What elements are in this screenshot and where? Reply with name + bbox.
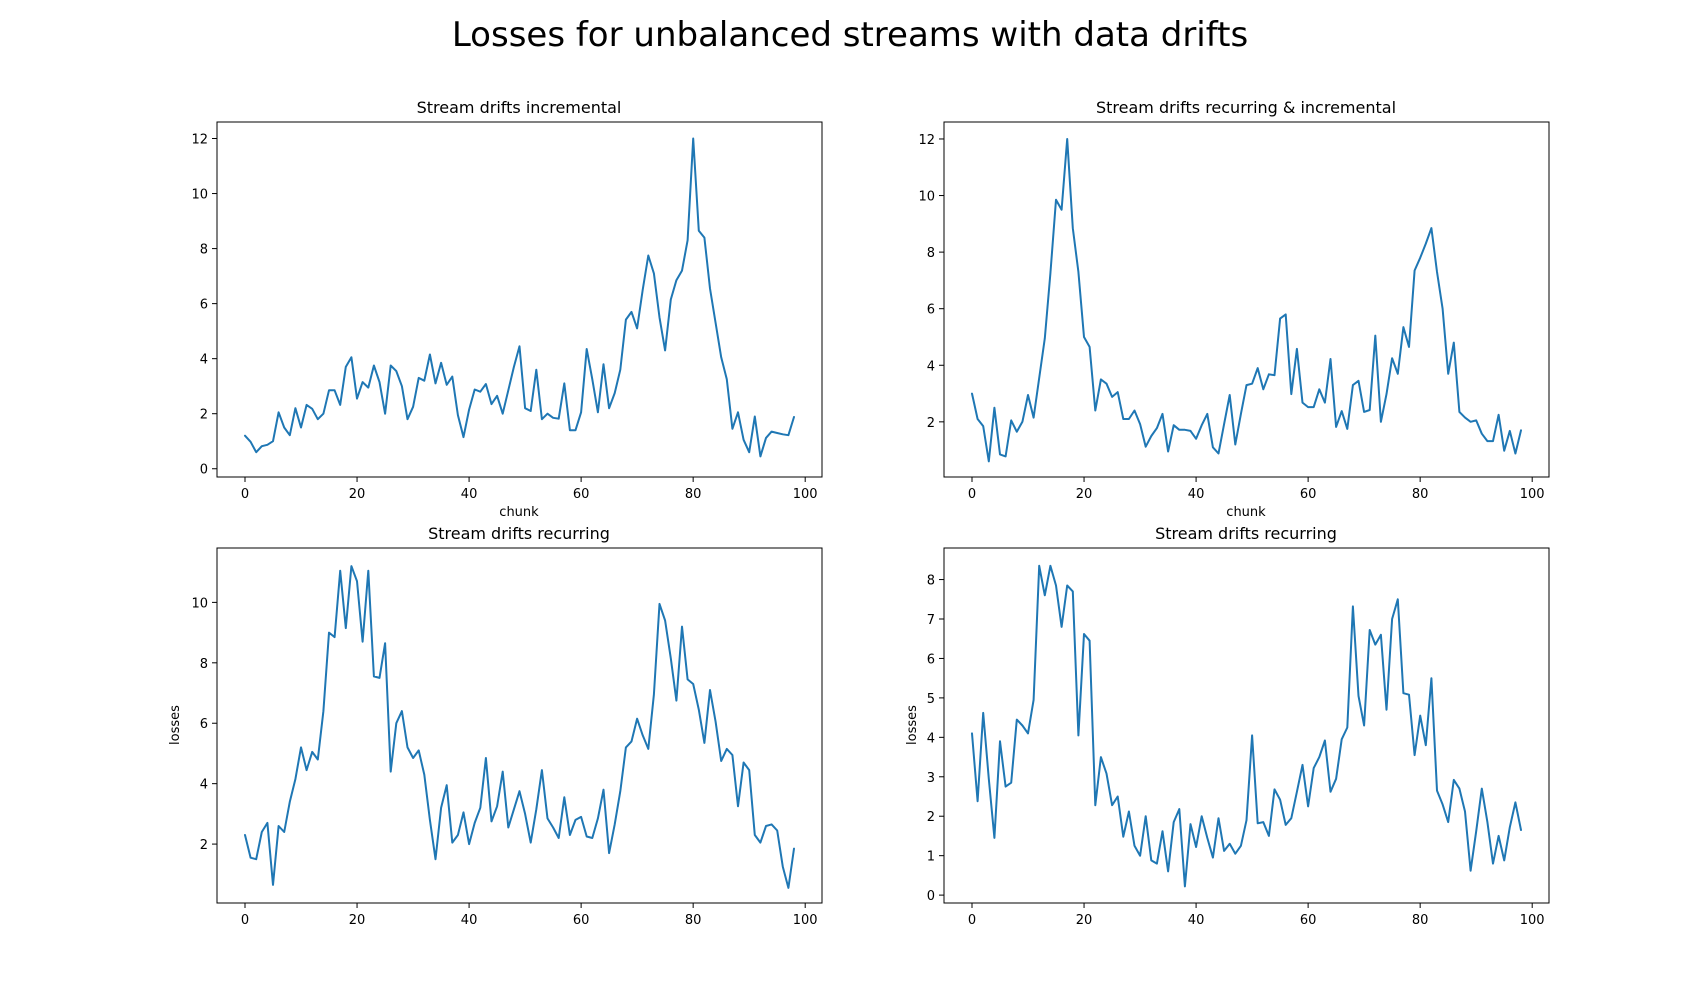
x-tick-label: 60	[573, 913, 590, 928]
x-tick-label: 60	[1300, 913, 1317, 928]
y-tick-label: 2	[927, 416, 935, 431]
x-tick-label: 100	[793, 913, 818, 928]
x-tick-label: 100	[1520, 913, 1545, 928]
y-tick-label: 12	[191, 133, 208, 148]
x-tick-label: 40	[1188, 487, 1205, 502]
x-tick-label: 60	[1300, 487, 1317, 502]
plot-frame	[943, 547, 1550, 904]
x-tick-label: 40	[461, 487, 478, 502]
y-tick-label: 2	[200, 408, 208, 423]
x-tick-label: 80	[685, 913, 702, 928]
subplot-title: Stream drifts recurring & incremental	[1096, 98, 1396, 117]
y-tick-label: 8	[927, 574, 935, 589]
x-tick-label: 80	[685, 487, 702, 502]
y-tick-label: 8	[200, 657, 208, 672]
x-tick-label: 0	[968, 913, 976, 928]
y-tick-label: 7	[927, 613, 935, 628]
series-line	[244, 565, 795, 889]
subplot-stream-drifts-recurring-incremental: Stream drifts recurring & incremental ch…	[918, 98, 1550, 520]
y-tick-label: 5	[927, 692, 935, 707]
y-axis-label: losses	[905, 705, 920, 745]
y-tick-label: 6	[927, 303, 935, 318]
x-tick-label: 100	[1520, 487, 1545, 502]
x-axis-label: chunk	[1226, 505, 1266, 520]
y-tick-label: 6	[200, 298, 208, 313]
y-tick-label: 6	[927, 652, 935, 667]
plot-frame	[216, 547, 823, 904]
series-line	[971, 564, 1522, 888]
plot-frame	[216, 121, 823, 478]
x-tick-label: 40	[461, 913, 478, 928]
series-line	[971, 138, 1522, 463]
x-tick-label: 0	[241, 913, 249, 928]
plot-frame	[943, 121, 1550, 478]
x-tick-label: 40	[1188, 913, 1205, 928]
y-tick-label: 10	[191, 596, 208, 611]
series-line	[244, 137, 795, 458]
y-tick-label: 1	[927, 850, 935, 865]
y-tick-label: 10	[918, 190, 935, 205]
subplot-stream-drifts-recurring-right: Stream drifts recurring losses 0 20 40 60 80…	[905, 524, 1550, 928]
x-axis-label: chunk	[499, 505, 539, 520]
x-tick-label: 20	[349, 487, 366, 502]
y-tick-label: 2	[927, 810, 935, 825]
y-tick-label: 8	[927, 246, 935, 261]
y-tick-label: 8	[200, 243, 208, 258]
subplot-stream-drifts-incremental: Stream drifts incremental chunk 0 20 40 60 8…	[191, 98, 823, 520]
subplot-title: Stream drifts recurring	[1155, 524, 1337, 543]
y-tick-label: 12	[918, 133, 935, 148]
x-tick-label: 100	[793, 487, 818, 502]
y-tick-label: 4	[927, 731, 935, 746]
y-tick-label: 0	[927, 889, 935, 904]
y-tick-label: 3	[927, 771, 935, 786]
x-tick-label: 20	[349, 913, 366, 928]
x-tick-label: 0	[241, 487, 249, 502]
y-tick-label: 4	[927, 359, 935, 374]
figure-title: Losses for unbalanced streams with data …	[452, 15, 1248, 55]
x-tick-label: 0	[968, 487, 976, 502]
y-tick-label: 2	[200, 838, 208, 853]
x-tick-label: 80	[1412, 913, 1429, 928]
subplot-title: Stream drifts incremental	[417, 98, 622, 117]
y-tick-label: 0	[200, 463, 208, 478]
x-tick-label: 20	[1076, 913, 1093, 928]
subplot-stream-drifts-recurring-left: Stream drifts recurring losses 0 20 40 60 80…	[168, 524, 823, 928]
y-tick-label: 4	[200, 353, 208, 368]
y-tick-label: 6	[200, 717, 208, 732]
y-axis-label: losses	[168, 705, 183, 745]
y-tick-label: 10	[191, 188, 208, 203]
x-tick-label: 60	[573, 487, 590, 502]
y-tick-label: 4	[200, 778, 208, 793]
x-tick-label: 20	[1076, 487, 1093, 502]
subplot-title: Stream drifts recurring	[428, 524, 610, 543]
x-tick-label: 80	[1412, 487, 1429, 502]
